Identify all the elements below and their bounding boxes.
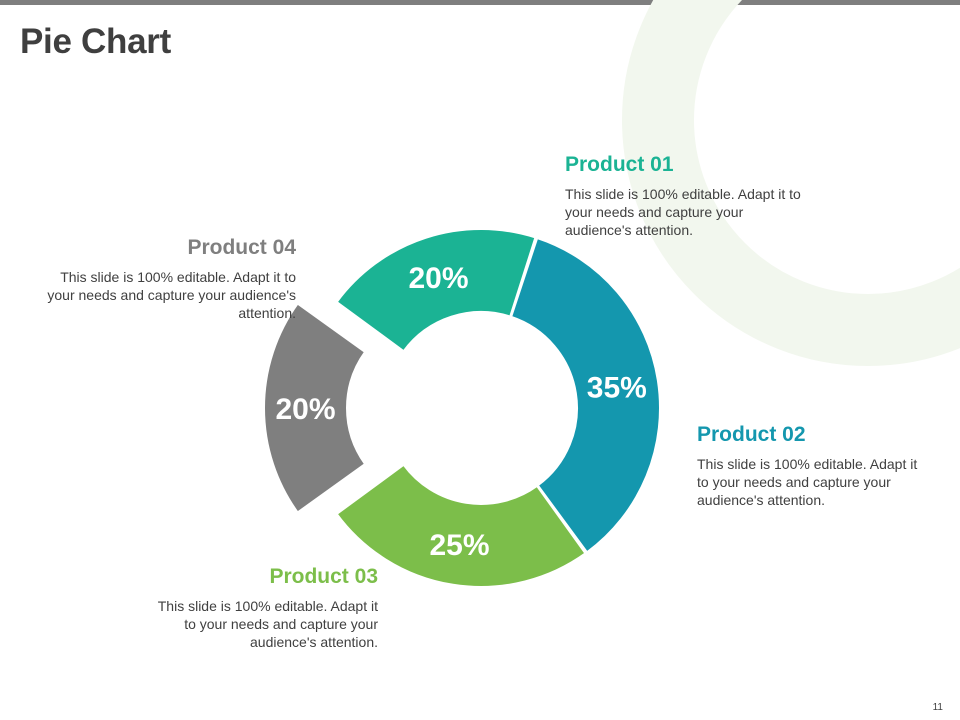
product-02-description: This slide is 100% editable. Adapt it to… [697,456,918,508]
page-number: 11 [932,702,943,713]
donut-slice-2 [509,236,661,554]
page-title: Pie Chart [20,22,171,61]
product-04-description: This slide is 100% editable. Adapt it to… [47,269,296,321]
product-01-description: This slide is 100% editable. Adapt it to… [565,186,801,238]
product-03-callout: Product 03 This slide is 100% editable. … [148,565,378,651]
top-rule [0,0,960,5]
donut-data-label-1: 20% [408,262,468,295]
donut-data-label-2: 35% [587,371,647,404]
donut-data-label-3: 25% [429,529,489,562]
product-03-name: Product 03 [269,565,378,588]
donut-slice-4 [263,302,367,514]
product-04-name: Product 04 [187,236,296,259]
product-01-name: Product 01 [565,153,674,176]
donut-slice-3 [335,463,587,588]
product-01-callout: Product 01 This slide is 100% editable. … [565,153,805,239]
product-04-callout: Product 04 This slide is 100% editable. … [46,236,296,322]
product-03-description: This slide is 100% editable. Adapt it to… [157,598,378,650]
donut-data-label-4: 20% [275,393,335,426]
product-02-name: Product 02 [697,423,806,446]
donut-slice-1 [335,228,537,353]
product-02-callout: Product 02 This slide is 100% editable. … [697,423,927,509]
